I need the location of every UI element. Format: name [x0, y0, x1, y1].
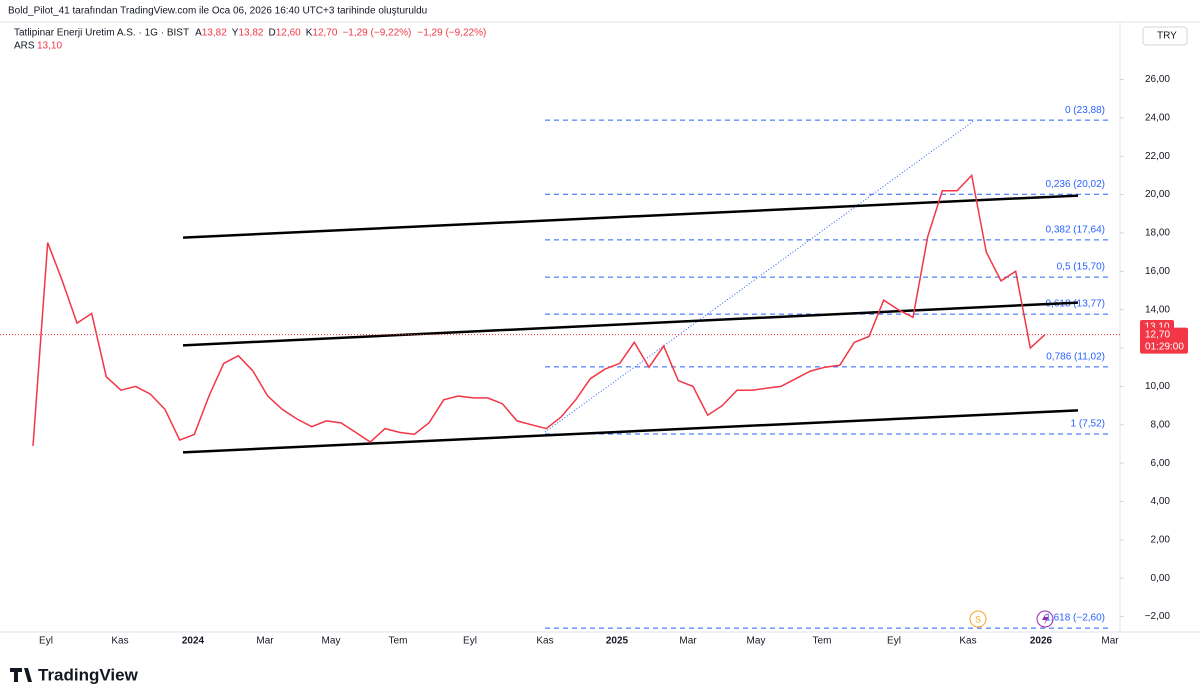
x-tick-label: 2025: [606, 636, 629, 647]
x-tick-label: Mar: [1101, 636, 1119, 647]
symbol: Tatlipinar Enerji Uretim A.S. · 1G · BIS…: [14, 28, 189, 39]
ohlc-value: 12,70: [312, 28, 337, 39]
y-tick-label: 20,00: [1145, 189, 1170, 200]
y-tick-label: 10,00: [1145, 381, 1170, 392]
price-line: [32, 173, 1046, 446]
channel-line: [182, 409, 1079, 454]
x-tick-label: Eyl: [463, 636, 477, 647]
channel-line: [182, 194, 1079, 239]
icon-s-letter[interactable]: S: [975, 614, 981, 624]
ohlc-key: D: [268, 28, 275, 39]
ohlc-value: 13,82: [202, 28, 227, 39]
ars-tag-label: 13,10: [1144, 322, 1169, 333]
x-tick-label: 2026: [1030, 636, 1053, 647]
ohlc: A 13,82 Y 13,82 D 12,60 K 12,70: [195, 28, 338, 39]
y-tick-label: 8,00: [1151, 419, 1171, 430]
fib-label: 1,618 (−2,60): [1045, 613, 1105, 624]
y-tick-label: 4,00: [1151, 496, 1171, 507]
currency[interactable]: TRY: [1157, 31, 1177, 42]
countdown: 01:29:00: [1145, 341, 1184, 352]
fib-label: 0,236 (20,02): [1046, 179, 1106, 190]
y-tick-label: 2,00: [1151, 534, 1171, 545]
ohlc-value: 12,60: [276, 28, 301, 39]
fib-label: 0,382 (17,64): [1046, 225, 1106, 236]
brand: TradingView: [38, 665, 139, 684]
fib-label: 0,618 (13,77): [1046, 299, 1106, 310]
y-tick-label: 24,00: [1145, 113, 1170, 124]
fib-label: 0,5 (15,70): [1057, 262, 1105, 273]
last-price-tag: [1140, 327, 1188, 354]
legend-value: 13,10: [37, 41, 62, 52]
x-tick-label: Kas: [111, 636, 128, 647]
y-tick-label: 18,00: [1145, 228, 1170, 239]
x-tick-label: Kas: [959, 636, 976, 647]
change: −1,29 (−9,22%): [342, 28, 411, 39]
fib-label: 0 (23,88): [1065, 105, 1105, 116]
ohlc-key: K: [306, 28, 313, 39]
currency-box[interactable]: [1142, 26, 1188, 46]
x-tick-label: Mar: [256, 636, 274, 647]
y-tick-label: 0,00: [1151, 573, 1171, 584]
x-tick-label: Tem: [813, 636, 832, 647]
x-tick-label: Eyl: [39, 636, 53, 647]
ohlc-key: A: [195, 28, 202, 39]
channel-line: [182, 301, 1079, 347]
x-tick-label: Eyl: [887, 636, 901, 647]
x-tick-label: 2024: [182, 636, 205, 647]
legend-name: ARS: [14, 41, 35, 52]
y-tick-label: 26,00: [1145, 74, 1170, 85]
x-tick-label: Kas: [536, 636, 553, 647]
fib-label: 1 (7,52): [1071, 419, 1105, 430]
icon-bolt[interactable]: [1042, 613, 1049, 625]
y-tick-label: 14,00: [1145, 304, 1170, 315]
y-tick-label: −2,00: [1145, 611, 1171, 622]
y-tick-label: 6,00: [1151, 458, 1171, 469]
credit: Bold_Pilot_41 tarafından TradingView.com…: [8, 6, 427, 17]
y-tick-label: 16,00: [1145, 266, 1170, 277]
ohlc-value: 13,82: [238, 28, 263, 39]
x-tick-label: Tem: [389, 636, 408, 647]
brand-logo: [10, 668, 32, 682]
change-pct: −1,29 (−9,22%): [417, 28, 486, 39]
y-tick-label: 22,00: [1145, 151, 1170, 162]
last-price-label: 12,70: [1145, 329, 1170, 340]
ohlc-key: Y: [232, 28, 239, 39]
x-tick-label: Mar: [679, 636, 697, 647]
icon-s[interactable]: [969, 610, 987, 628]
x-tick-label: May: [747, 636, 766, 647]
x-tick-label: May: [322, 636, 341, 647]
fib-label: 0,786 (11,02): [1046, 351, 1105, 362]
